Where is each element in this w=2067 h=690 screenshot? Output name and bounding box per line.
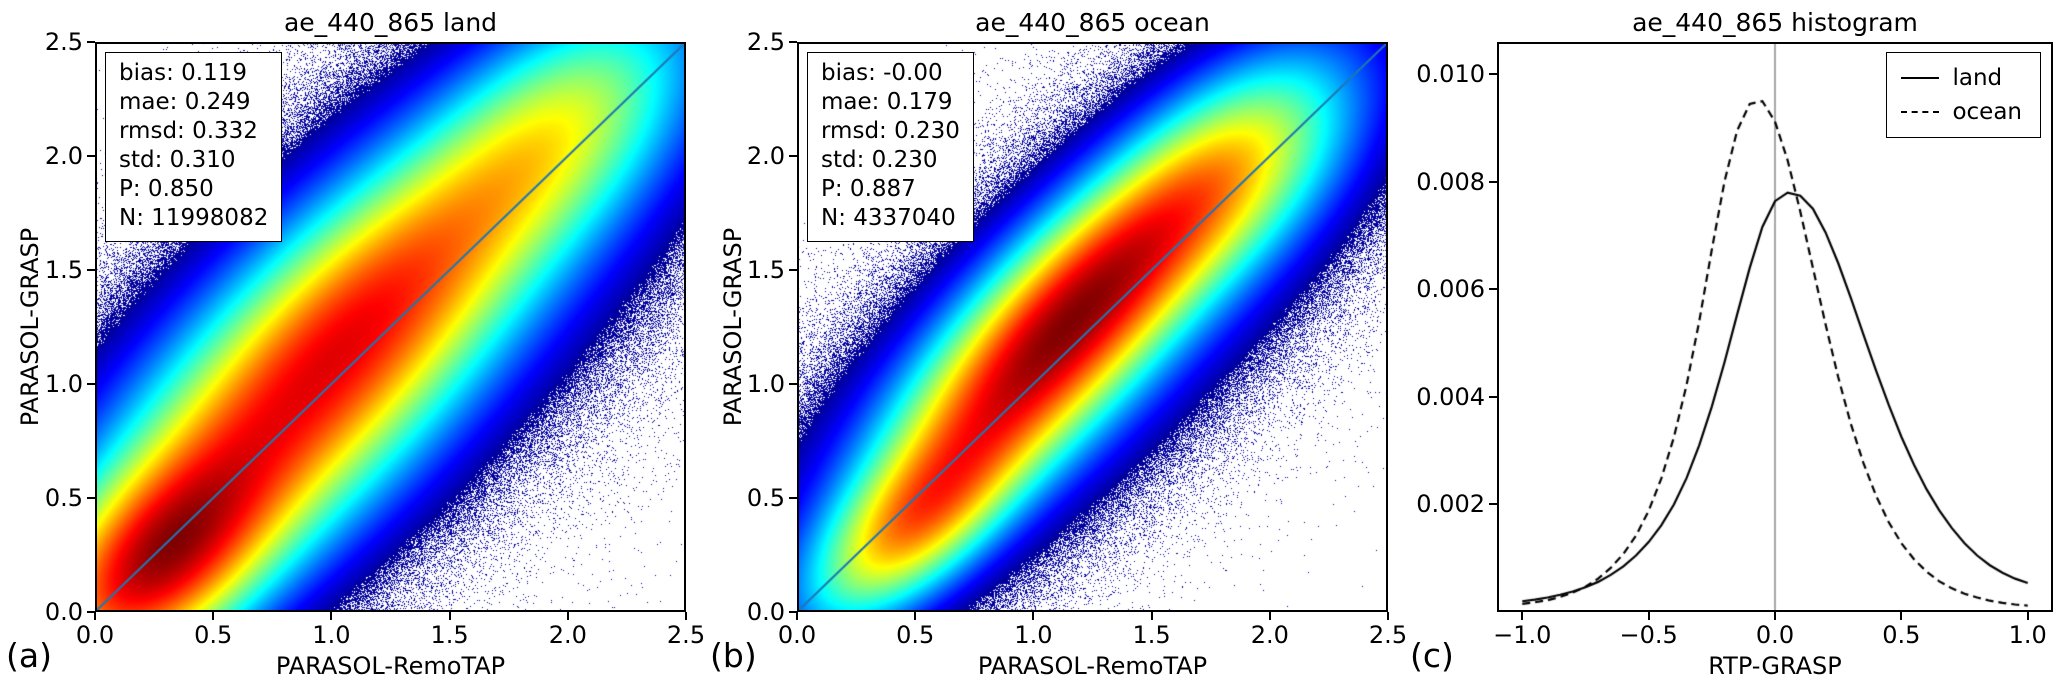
y-tick-mark xyxy=(789,383,797,385)
panel-b-plot-area: bias: -0.00 mae: 0.179 rmsd: 0.230 std: … xyxy=(797,42,1388,612)
x-tick-label: 1.0 xyxy=(2009,621,2047,649)
x-tick-mark xyxy=(94,612,96,620)
y-tick-mark xyxy=(87,497,95,499)
y-tick-mark xyxy=(1489,181,1497,183)
y-tick-mark xyxy=(1489,288,1497,290)
x-tick-label: 0.5 xyxy=(896,621,934,649)
land-line-sample xyxy=(1901,77,1939,79)
y-tick-mark xyxy=(1489,503,1497,505)
panel-a-stats-box: bias: 0.119 mae: 0.249 rmsd: 0.332 std: … xyxy=(105,52,282,242)
y-tick-mark xyxy=(87,611,95,613)
panel-a-letter: (a) xyxy=(6,636,52,675)
panel-b-letter: (b) xyxy=(710,636,757,675)
y-tick-label: 2.5 xyxy=(747,28,785,56)
x-tick-mark xyxy=(1151,612,1153,620)
y-tick-label: 1.5 xyxy=(747,256,785,284)
x-tick-mark xyxy=(685,612,687,620)
y-tick-mark xyxy=(789,269,797,271)
legend-label-land: land xyxy=(1952,65,2002,91)
panel-c-title: ae_440_865 histogram xyxy=(1497,8,2053,37)
y-tick-label: 0.004 xyxy=(1416,383,1485,411)
y-tick-label: 1.0 xyxy=(45,370,83,398)
x-tick-mark xyxy=(1387,612,1389,620)
y-tick-mark xyxy=(1489,396,1497,398)
y-tick-label: 0.002 xyxy=(1416,490,1485,518)
x-tick-mark xyxy=(1032,612,1034,620)
x-tick-mark xyxy=(1900,612,1902,620)
panel-b-y-axis-label: PARASOL-GRASP xyxy=(719,228,747,427)
y-tick-label: 0.5 xyxy=(747,484,785,512)
legend-label-ocean: ocean xyxy=(1952,99,2022,125)
y-tick-label: 0.0 xyxy=(45,598,83,626)
y-tick-mark xyxy=(789,611,797,613)
y-tick-label: 0.006 xyxy=(1416,275,1485,303)
panel-b-title: ae_440_865 ocean xyxy=(797,8,1388,37)
figure-root: ae_440_865 land bias: 0.119 mae: 0.249 r… xyxy=(0,0,2067,690)
ocean-line-sample xyxy=(1901,111,1939,113)
x-tick-label: 2.5 xyxy=(667,621,705,649)
panel-c-letter: (c) xyxy=(1410,636,1454,675)
x-tick-mark xyxy=(2027,612,2029,620)
y-tick-label: 1.0 xyxy=(747,370,785,398)
x-tick-label: 0.0 xyxy=(1756,621,1794,649)
y-tick-label: 2.5 xyxy=(45,28,83,56)
legend-item-land: land xyxy=(1901,61,2022,95)
x-tick-label: 1.5 xyxy=(431,621,469,649)
x-tick-mark xyxy=(567,612,569,620)
y-tick-label: 0.0 xyxy=(747,598,785,626)
x-tick-label: 2.0 xyxy=(1251,621,1289,649)
x-tick-mark xyxy=(1774,612,1776,620)
x-tick-mark xyxy=(914,612,916,620)
panel-b-stats-box: bias: -0.00 mae: 0.179 rmsd: 0.230 std: … xyxy=(807,52,974,242)
x-tick-mark xyxy=(1648,612,1650,620)
y-tick-label: 0.008 xyxy=(1416,168,1485,196)
panel-a-title: ae_440_865 land xyxy=(95,8,686,37)
x-tick-label: −1.0 xyxy=(1493,621,1551,649)
y-tick-mark xyxy=(1489,73,1497,75)
y-tick-label: 2.0 xyxy=(747,142,785,170)
panel-a-y-axis-label: PARASOL-GRASP xyxy=(16,228,44,427)
y-tick-mark xyxy=(789,41,797,43)
histogram-legend: land ocean xyxy=(1886,52,2041,138)
x-tick-mark xyxy=(1269,612,1271,620)
y-tick-mark xyxy=(789,155,797,157)
x-tick-mark xyxy=(449,612,451,620)
y-tick-mark xyxy=(87,383,95,385)
x-tick-label: 2.5 xyxy=(1369,621,1407,649)
x-tick-label: 0.5 xyxy=(194,621,232,649)
x-tick-label: 0.5 xyxy=(1882,621,1920,649)
panel-a-plot-area: bias: 0.119 mae: 0.249 rmsd: 0.332 std: … xyxy=(95,42,686,612)
y-tick-label: 0.5 xyxy=(45,484,83,512)
y-tick-mark xyxy=(789,497,797,499)
y-tick-mark xyxy=(87,155,95,157)
x-tick-label: 1.5 xyxy=(1133,621,1171,649)
legend-item-ocean: ocean xyxy=(1901,95,2022,129)
x-tick-mark xyxy=(1521,612,1523,620)
y-tick-label: 0.010 xyxy=(1416,60,1485,88)
panel-c-plot-area: land ocean −1.0 −0.5 0.0 0.5 1.0 0.002 0.004 0.… xyxy=(1497,42,2053,612)
panel-b-x-axis-label: PARASOL-RemoTAP xyxy=(797,652,1388,680)
x-tick-label: 1.0 xyxy=(312,621,350,649)
x-tick-mark xyxy=(212,612,214,620)
y-tick-mark xyxy=(87,41,95,43)
x-tick-mark xyxy=(796,612,798,620)
y-tick-label: 1.5 xyxy=(45,256,83,284)
x-tick-label: 1.0 xyxy=(1014,621,1052,649)
panel-a-x-axis-label: PARASOL-RemoTAP xyxy=(95,652,686,680)
y-tick-label: 2.0 xyxy=(45,142,83,170)
x-tick-label: −0.5 xyxy=(1619,621,1677,649)
y-tick-mark xyxy=(87,269,95,271)
panel-c-x-axis-label: RTP-GRASP xyxy=(1497,652,2053,680)
x-tick-mark xyxy=(330,612,332,620)
x-tick-label: 2.0 xyxy=(549,621,587,649)
